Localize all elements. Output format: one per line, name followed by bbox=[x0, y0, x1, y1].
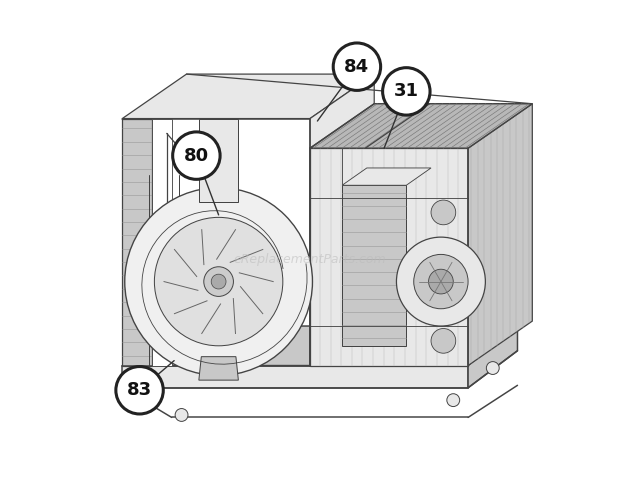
Polygon shape bbox=[199, 119, 238, 202]
Polygon shape bbox=[310, 104, 533, 148]
Polygon shape bbox=[342, 168, 431, 185]
Circle shape bbox=[486, 362, 499, 374]
Circle shape bbox=[414, 254, 468, 309]
Circle shape bbox=[172, 132, 220, 179]
Polygon shape bbox=[122, 74, 374, 119]
Circle shape bbox=[154, 217, 283, 346]
Text: 84: 84 bbox=[344, 58, 370, 76]
Polygon shape bbox=[122, 366, 468, 388]
Circle shape bbox=[396, 237, 485, 326]
Circle shape bbox=[447, 394, 459, 407]
Circle shape bbox=[204, 267, 233, 296]
Polygon shape bbox=[310, 148, 468, 366]
Polygon shape bbox=[122, 119, 152, 366]
Circle shape bbox=[211, 274, 226, 289]
Polygon shape bbox=[199, 357, 238, 380]
Polygon shape bbox=[468, 326, 518, 388]
Circle shape bbox=[131, 394, 143, 407]
Polygon shape bbox=[468, 104, 533, 366]
Circle shape bbox=[431, 329, 456, 353]
Polygon shape bbox=[122, 326, 518, 366]
Polygon shape bbox=[310, 74, 374, 366]
Text: 80: 80 bbox=[184, 147, 209, 165]
Polygon shape bbox=[342, 185, 406, 346]
Circle shape bbox=[175, 409, 188, 421]
Circle shape bbox=[431, 200, 456, 225]
Text: 31: 31 bbox=[394, 82, 419, 100]
Text: 83: 83 bbox=[127, 381, 152, 399]
Text: eReplacementParts.com: eReplacementParts.com bbox=[234, 253, 386, 266]
Circle shape bbox=[125, 188, 312, 375]
Circle shape bbox=[116, 367, 163, 414]
Circle shape bbox=[383, 68, 430, 115]
Polygon shape bbox=[152, 119, 172, 366]
Circle shape bbox=[333, 43, 381, 90]
Circle shape bbox=[428, 269, 453, 294]
